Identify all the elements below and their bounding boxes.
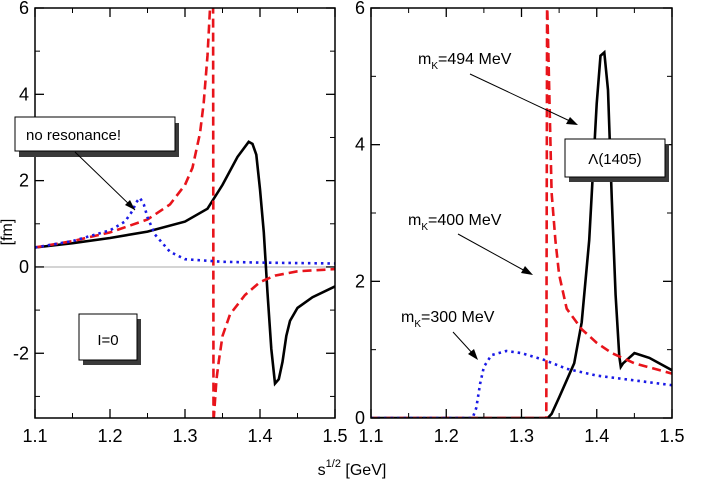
left-ytick-label: 2 [19, 171, 29, 191]
mk494-annotation: mK=494 MeV [418, 51, 578, 125]
right-xtick-label: 1.2 [434, 426, 459, 446]
svg-text:mK=400 MeV: mK=400 MeV [408, 212, 502, 233]
right-ytick-label: 2 [355, 271, 365, 291]
right-ytick-label: 4 [355, 135, 365, 155]
mk400-sub: K [421, 222, 428, 233]
mk300-rest: =300 MeV [421, 309, 495, 326]
no-resonance-callout: no resonance! [14, 116, 179, 211]
right-xtick-label: 1.5 [659, 426, 684, 446]
x-axis-label-unit: [GeV] [341, 462, 386, 479]
x-axis-label-s: s [318, 462, 326, 479]
mk494-arrow [469, 73, 573, 123]
mk400-arrowhead [521, 266, 533, 275]
left-xtick-label: 1.2 [97, 426, 122, 446]
left-xtick-label: 1.4 [247, 426, 272, 446]
left-xtick-label: 1.3 [172, 426, 197, 446]
right-xtick-label: 1.4 [584, 426, 609, 446]
left-xtick-label: 1.1 [22, 426, 47, 446]
right-xtick-label: 1.1 [358, 426, 383, 446]
left-series-dashed [35, 8, 335, 418]
mk494-sub: K [431, 61, 438, 72]
svg-text:mK=494 MeV: mK=494 MeV [418, 51, 512, 72]
mk494-m: m [418, 51, 431, 68]
mk400-arrow [457, 233, 528, 273]
lambda-label: Λ(1405) [588, 151, 641, 168]
isospin-box: I=0 [78, 313, 141, 365]
right-series-dotted [371, 349, 672, 418]
y-axis-label: [fm] [0, 219, 16, 246]
mk400-m: m [408, 212, 421, 229]
right-xtick-label: 1.3 [509, 426, 534, 446]
left-series-dotted [35, 195, 335, 265]
left-ytick-label: 0 [19, 257, 29, 277]
mk494-rest: =494 MeV [438, 51, 512, 68]
lambda-box: Λ(1405) [564, 138, 669, 182]
left-ytick-label: 4 [19, 84, 29, 104]
svg-text:mK=300 MeV: mK=300 MeV [401, 309, 495, 330]
no-resonance-arrow [74, 151, 136, 211]
mk300-sub: K [414, 319, 421, 330]
mk300-m: m [401, 309, 414, 326]
mk300-annotation: mK=300 MeV [401, 309, 495, 360]
mk300-arrow [452, 331, 475, 356]
left-xtick-label: 1.5 [322, 426, 347, 446]
left-ytick-label: 6 [19, 0, 29, 18]
right-series-dashed [371, 8, 672, 418]
mk494-arrowhead [566, 117, 578, 125]
left-series-solid [35, 140, 335, 387]
mk300-arrowhead [468, 349, 478, 360]
left-panel: 1.1 1.2 1.3 1.4 1.5 -2 0 2 4 6 [fm] no resonance!… [0, 0, 348, 446]
right-ytick-label: 0 [355, 408, 365, 428]
left-ytick-label: -2 [13, 343, 29, 363]
x-axis-label-exp: 1/2 [326, 458, 341, 470]
isospin-label: I=0 [97, 332, 118, 349]
mk400-rest: =400 MeV [428, 212, 502, 229]
mk400-annotation: mK=400 MeV [408, 212, 533, 275]
no-resonance-arrowhead [125, 200, 135, 210]
right-ytick-label: 6 [355, 0, 365, 18]
right-series-solid [371, 49, 672, 418]
x-axis-label: s1/2 [GeV] [318, 458, 387, 479]
no-resonance-label: no resonance! [26, 127, 121, 144]
